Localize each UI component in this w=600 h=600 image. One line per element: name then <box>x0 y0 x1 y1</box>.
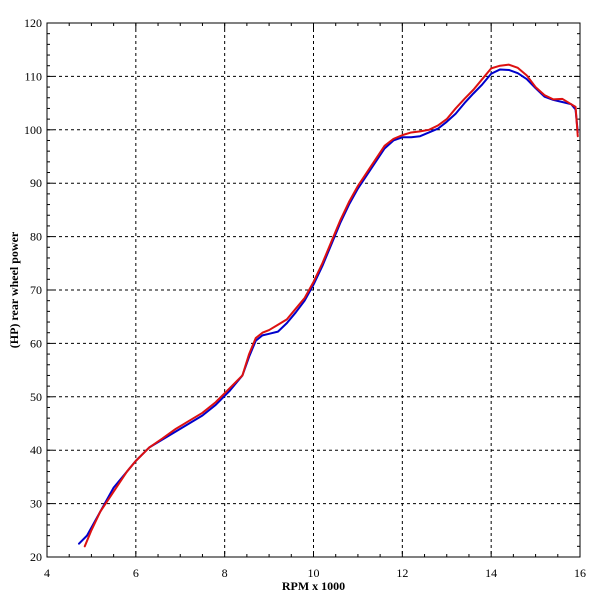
x-tick-label: 6 <box>133 566 139 580</box>
y-tick-label: 70 <box>30 283 42 297</box>
x-tick-label: 14 <box>485 566 497 580</box>
y-tick-label: 120 <box>24 16 42 30</box>
x-tick-label: 4 <box>44 566 50 580</box>
series-line-1 <box>77 68 579 545</box>
x-tick-label: 10 <box>308 566 320 580</box>
x-tick-labels: 4 6 8 10 12 14 16 <box>44 566 586 580</box>
y-axis-title: (HP) rear wheel power <box>7 231 21 348</box>
y-tick-label: 80 <box>30 230 42 244</box>
y-tick-label: 40 <box>30 443 42 457</box>
x-tick-label: 16 <box>574 566 586 580</box>
y-tick-label: 20 <box>30 550 42 564</box>
x-tick-label: 12 <box>396 566 408 580</box>
series-line-2 <box>83 63 579 548</box>
x-tick-label: 8 <box>222 566 228 580</box>
y-tick-labels: 20 30 40 50 60 70 80 90 100 110 120 <box>24 16 42 564</box>
plot-frame <box>46 22 581 558</box>
y-tick-label: 50 <box>30 390 42 404</box>
grid-lines <box>47 23 580 557</box>
series-lines <box>77 63 579 548</box>
x-axis-title: RPM x 1000 <box>282 579 345 593</box>
y-tick-label: 60 <box>30 336 42 350</box>
y-tick-label: 100 <box>24 123 42 137</box>
y-tick-label: 110 <box>24 69 42 83</box>
y-tick-label: 30 <box>30 497 42 511</box>
y-tick-label: 90 <box>30 176 42 190</box>
